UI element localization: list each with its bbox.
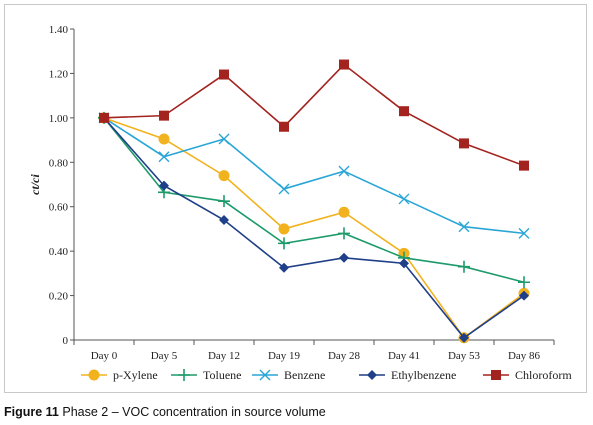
data-point-toluene <box>338 227 350 240</box>
legend-label-ethylbenzene: Ethylbenzene <box>391 368 456 382</box>
x-tick-label: Day 28 <box>328 350 361 362</box>
data-point-p-xylene <box>158 133 170 145</box>
x-tick-label: Day 53 <box>448 350 481 362</box>
data-point-benzene <box>458 221 470 233</box>
legend-label-p-xylene: p-Xylene <box>113 368 158 382</box>
data-point-chloroform <box>339 59 349 70</box>
voc-line-chart: 0 0.20 0.40 0.60 0.80 1.00 1.20 1.40 Day 0 Day 5 D… <box>28 24 572 382</box>
data-point-chloroform <box>219 69 229 80</box>
legend-label-toluene: Toluene <box>203 368 241 382</box>
y-tick-label: 0.80 <box>49 157 69 169</box>
x-tick-label: Day 86 <box>508 350 541 362</box>
data-point-ethylbenzene <box>279 262 289 273</box>
legend-label-benzene: Benzene <box>284 368 325 382</box>
data-point-toluene <box>458 260 470 273</box>
x-tick-label: Day 41 <box>388 350 420 362</box>
legend-label-chloroform: Chloroform <box>515 368 572 382</box>
data-point-p-xylene <box>278 223 290 235</box>
data-point-toluene <box>278 237 290 250</box>
y-tick-label: 1.20 <box>49 68 69 80</box>
data-point-chloroform <box>99 112 109 123</box>
data-point-toluene <box>218 195 230 208</box>
y-tick-label: 0 <box>63 335 69 347</box>
series-line-toluene <box>103 117 525 284</box>
data-point-benzene <box>518 227 530 239</box>
data-point-chloroform <box>519 160 529 171</box>
data-point-chloroform <box>279 121 289 132</box>
data-point-ethylbenzene <box>339 252 349 263</box>
figure-caption: Figure 11 Phase 2 – VOC concentration in… <box>4 405 326 419</box>
x-tick-label: Day 19 <box>268 350 301 362</box>
data-point-chloroform <box>159 110 169 121</box>
data-point-ethylbenzene <box>219 215 229 226</box>
data-point-ethylbenzene <box>399 258 409 269</box>
data-point-benzene <box>338 165 350 177</box>
data-point-chloroform <box>459 138 469 149</box>
x-tick-label: Day 5 <box>151 350 178 362</box>
data-point-p-xylene <box>218 170 230 182</box>
data-point-chloroform <box>399 106 409 117</box>
legend-marker-ethylbenzene <box>367 370 377 380</box>
legend-marker-toluene <box>178 369 190 381</box>
y-tick-label: 0.20 <box>49 291 69 303</box>
legend-marker-benzene <box>259 369 271 381</box>
y-tick-label: 0.60 <box>49 202 69 214</box>
x-tick-label: Day 12 <box>208 350 240 362</box>
y-tick-label: 1.00 <box>49 113 69 125</box>
data-point-ethylbenzene <box>519 290 529 301</box>
caption-text: Phase 2 – VOC concentration in source vo… <box>58 405 326 419</box>
data-point-benzene <box>278 183 290 195</box>
x-tick-label: Day 0 <box>91 350 118 362</box>
data-point-toluene <box>518 276 530 289</box>
series-line-ethylbenzene <box>103 117 525 339</box>
y-tick-label: 0.40 <box>49 246 69 258</box>
legend-marker-chloroform <box>491 370 501 380</box>
series-line-benzene <box>103 117 525 235</box>
figure-frame: 0 0.20 0.40 0.60 0.80 1.00 1.20 1.40 Day 0 Day 5 D… <box>4 4 587 393</box>
figure-number: Figure 11 <box>4 405 59 419</box>
series-line-chloroform <box>103 63 525 167</box>
data-point-benzene <box>398 193 410 205</box>
data-point-benzene <box>158 151 170 163</box>
y-tick-label: 1.40 <box>49 24 69 36</box>
data-point-p-xylene <box>338 206 350 218</box>
legend-marker-p-xylene <box>88 369 100 381</box>
data-point-benzene <box>218 133 230 145</box>
y-axis-title: ct/ci <box>28 174 42 195</box>
data-point-ethylbenzene <box>459 332 469 343</box>
data-point-ethylbenzene <box>159 180 169 191</box>
series-line-p-xylene <box>103 117 525 339</box>
